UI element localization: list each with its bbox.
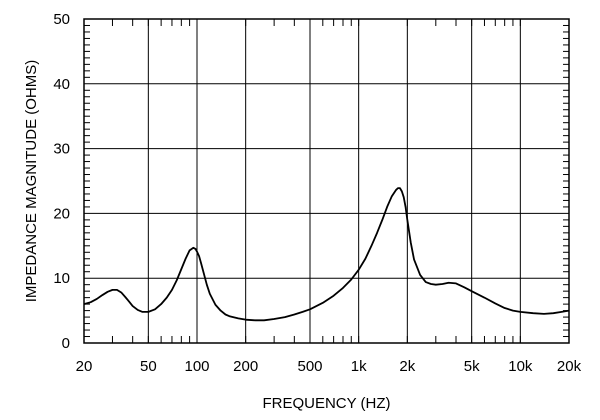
x-tick-label: 1k	[351, 358, 367, 375]
grid-lines	[83, 18, 570, 344]
x-tick-label: 2k	[399, 358, 415, 375]
y-tick-label: 10	[53, 270, 70, 287]
x-axis-tick-labels: 20 50 100 200 500 1k 2k 5k 10k 20k	[76, 358, 582, 375]
y-tick-label: 30	[53, 141, 70, 158]
x-tick-label: 20	[76, 358, 93, 375]
x-axis-title: FREQUENCY (HZ)	[262, 395, 390, 412]
x-tick-label: 500	[297, 358, 322, 375]
x-tick-label: 100	[184, 358, 209, 375]
y-tick-label: 20	[53, 205, 70, 222]
impedance-curve	[83, 187, 570, 322]
x-tick-label: 5k	[464, 358, 480, 375]
x-tick-label: 10k	[508, 358, 533, 375]
data-series	[83, 187, 570, 322]
x-tick-label: 20k	[557, 358, 582, 375]
x-tick-label: 200	[233, 358, 258, 375]
y-axis-title: IMPEDANCE MAGNITUDE (OHMS)	[23, 60, 40, 303]
y-axis-tick-labels: 0 10 20 30 40 50	[53, 11, 70, 352]
y-tick-label: 0	[62, 335, 70, 352]
y-tick-label: 40	[53, 76, 70, 93]
x-tick-label: 50	[140, 358, 157, 375]
plot-frame	[83, 18, 570, 344]
y-tick-label: 50	[53, 11, 70, 28]
